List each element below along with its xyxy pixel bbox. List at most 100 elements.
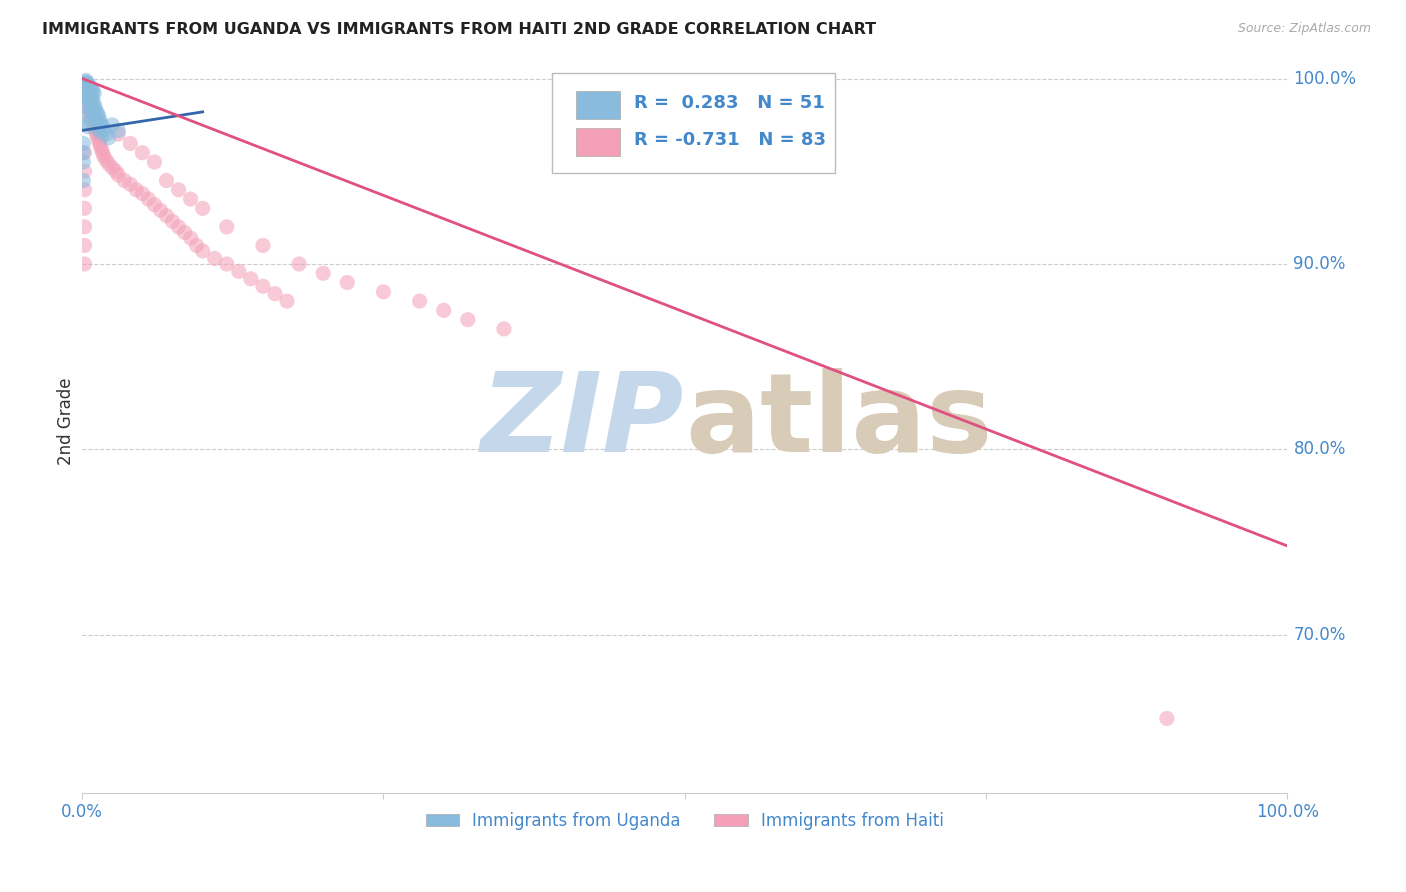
Point (86, 114, 108, 128)
Point (1156, 711, 1178, 725)
Point (93, 123, 115, 137)
Point (312, 266, 335, 280)
Point (264, 286, 287, 301)
Point (101, 161, 124, 175)
Point (91, 145, 114, 160)
Point (73, 202, 96, 216)
Point (125, 183, 148, 197)
Point (79, 109, 101, 123)
Point (75, 109, 97, 123)
Point (84, 112, 107, 127)
Point (138, 192, 160, 206)
Point (97, 131, 120, 145)
Point (149, 203, 172, 218)
Point (107, 168, 129, 182)
Point (131, 145, 153, 160)
Point (215, 257, 238, 271)
Point (87, 131, 110, 145)
Point (87, 111, 110, 125)
Point (82, 104, 104, 119)
Point (167, 183, 190, 197)
Point (82, 103, 104, 117)
FancyBboxPatch shape (553, 73, 835, 173)
Point (76, 85, 98, 99)
Point (408, 294, 430, 309)
Point (84, 111, 107, 125)
Point (228, 264, 250, 278)
Point (72, 90, 94, 104)
Point (104, 164, 127, 178)
Point (120, 136, 142, 151)
Text: atlas: atlas (685, 368, 993, 475)
Point (77, 120, 100, 134)
Point (180, 231, 202, 245)
Point (336, 276, 359, 290)
Point (73, 145, 96, 160)
Point (77, 92, 100, 106)
Point (180, 192, 202, 206)
Point (79, 87, 101, 101)
Point (373, 285, 395, 299)
Point (239, 272, 262, 286)
Point (82, 116, 104, 130)
Point (75, 80, 97, 95)
Text: 100.0%: 100.0% (1294, 70, 1357, 87)
Point (96, 127, 118, 141)
Text: Source: ZipAtlas.com: Source: ZipAtlas.com (1237, 22, 1371, 36)
Point (90, 128, 112, 143)
Point (86, 104, 108, 119)
Point (73, 80, 96, 95)
Point (77, 88, 100, 103)
Point (80, 90, 103, 104)
Point (79, 95, 101, 110)
Point (76, 116, 98, 130)
Point (93, 149, 115, 163)
Point (76, 88, 98, 103)
Point (73, 238, 96, 252)
Point (87, 121, 110, 136)
Point (89, 114, 111, 128)
Point (75, 94, 97, 108)
Point (89, 125, 111, 139)
Point (73, 75, 96, 89)
Point (87, 135, 110, 149)
Point (155, 209, 177, 223)
Point (252, 279, 274, 293)
Point (492, 322, 515, 336)
Point (77, 101, 100, 115)
Point (72, 136, 94, 151)
Point (173, 226, 195, 240)
Point (143, 197, 166, 211)
Point (80, 99, 103, 113)
Text: IMMIGRANTS FROM UGANDA VS IMMIGRANTS FROM HAITI 2ND GRADE CORRELATION CHART: IMMIGRANTS FROM UGANDA VS IMMIGRANTS FRO… (42, 22, 876, 37)
Text: 90.0%: 90.0% (1294, 255, 1346, 273)
Point (155, 173, 177, 187)
Point (72, 78, 94, 93)
Point (72, 77, 94, 91)
Point (90, 118, 112, 132)
Point (73, 183, 96, 197)
Y-axis label: 2nd Grade: 2nd Grade (58, 378, 75, 466)
Point (79, 92, 101, 106)
Point (72, 155, 94, 169)
Point (167, 219, 190, 234)
Point (101, 118, 124, 132)
Point (91, 120, 114, 134)
Point (83, 120, 105, 134)
Point (86, 116, 108, 130)
Text: ZIP: ZIP (481, 368, 685, 475)
Point (76, 75, 98, 89)
Point (84, 101, 107, 115)
Point (186, 238, 208, 252)
FancyBboxPatch shape (576, 91, 620, 119)
Text: 70.0%: 70.0% (1294, 626, 1346, 644)
Point (86, 127, 108, 141)
Point (79, 104, 101, 119)
Point (87, 118, 110, 132)
Point (89, 125, 111, 139)
Point (97, 157, 120, 171)
Point (80, 112, 103, 127)
Point (79, 80, 101, 95)
Legend: Immigrants from Uganda, Immigrants from Haiti: Immigrants from Uganda, Immigrants from … (419, 805, 950, 837)
Point (215, 219, 238, 234)
